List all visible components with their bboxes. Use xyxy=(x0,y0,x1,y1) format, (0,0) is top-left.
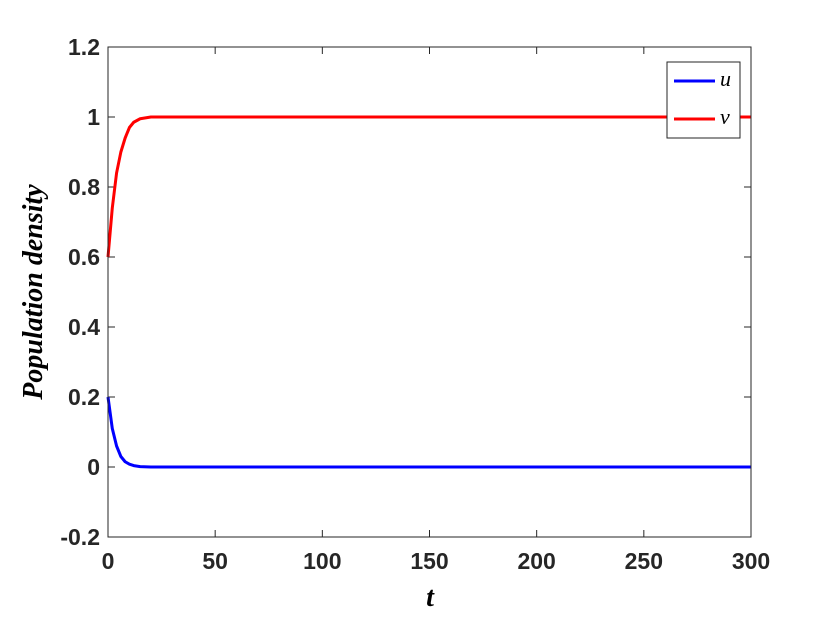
y-axis-label: Population density xyxy=(18,184,49,401)
series-line xyxy=(106,115,751,258)
x-tick-label: 0 xyxy=(102,548,115,574)
y-tick-label: 0.4 xyxy=(68,314,100,340)
x-tick-label: 50 xyxy=(202,548,228,574)
x-tick-label: 200 xyxy=(517,548,555,574)
plot-area xyxy=(108,47,751,537)
y-tick-label: 0.6 xyxy=(68,244,100,270)
series-line xyxy=(106,396,751,469)
legend-label: v xyxy=(720,104,730,129)
x-tick-label: 250 xyxy=(625,548,663,574)
y-tick-label: 0.2 xyxy=(68,384,100,410)
y-tick-label: 0.8 xyxy=(68,174,100,200)
y-tick-label: 0 xyxy=(87,454,100,480)
x-tick-label: 100 xyxy=(303,548,341,574)
y-tick-label: 1 xyxy=(87,104,100,130)
legend-label: u xyxy=(720,66,731,91)
x-tick-label: 150 xyxy=(410,548,448,574)
y-tick-label: -0.2 xyxy=(60,524,100,550)
y-tick-label: 1.2 xyxy=(68,34,100,60)
x-tick-label: 300 xyxy=(732,548,770,574)
axes-box xyxy=(107,46,752,538)
x-axis-label: t xyxy=(426,582,435,613)
legend-box xyxy=(666,61,741,139)
